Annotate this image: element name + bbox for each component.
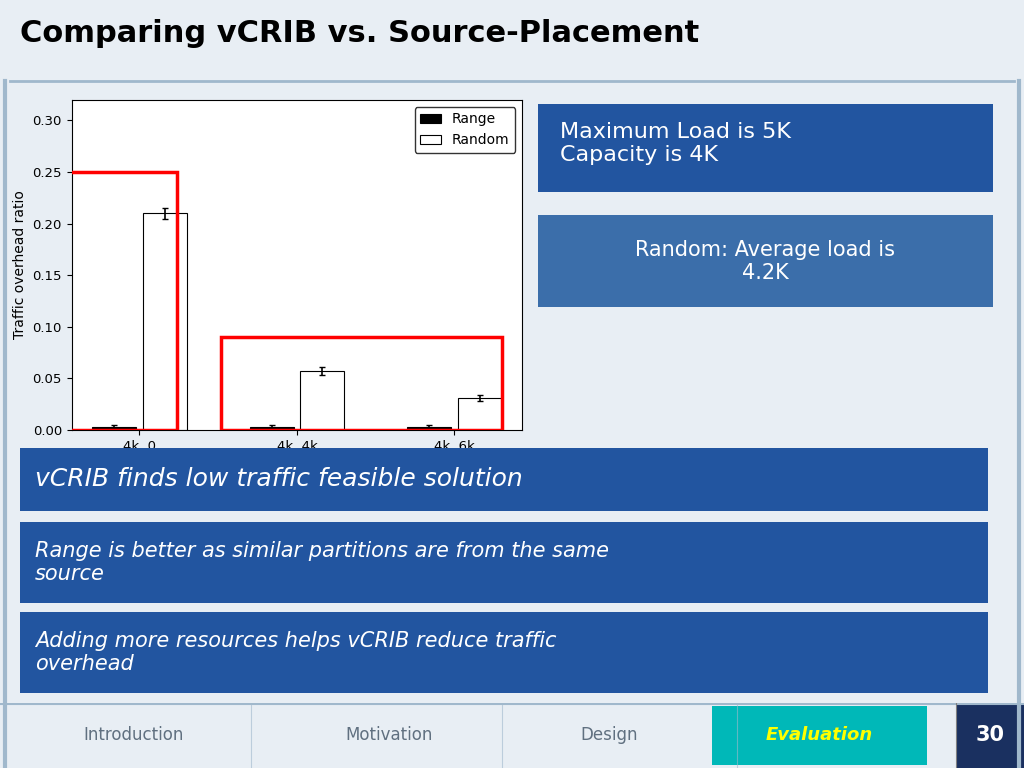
Y-axis label: Traffic overhead ratio: Traffic overhead ratio <box>13 190 27 339</box>
Text: Random: Average load is
4.2K: Random: Average load is 4.2K <box>636 240 895 283</box>
Bar <box>408 427 452 430</box>
Legend: Range, Random: Range, Random <box>415 107 515 153</box>
Text: Introduction: Introduction <box>83 727 183 744</box>
FancyBboxPatch shape <box>712 706 927 765</box>
FancyBboxPatch shape <box>0 610 1017 695</box>
Text: Range is better as similar partitions are from the same
source: Range is better as similar partitions ar… <box>35 541 609 584</box>
Bar <box>63 172 177 430</box>
FancyBboxPatch shape <box>519 211 1012 311</box>
Text: 30: 30 <box>976 725 1005 746</box>
FancyBboxPatch shape <box>519 100 1012 196</box>
Text: Adding more resources helps vCRIB reduce traffic
overhead: Adding more resources helps vCRIB reduce… <box>35 631 556 674</box>
Text: Evaluation: Evaluation <box>766 727 872 744</box>
Bar <box>458 398 502 430</box>
FancyBboxPatch shape <box>0 520 1017 605</box>
X-axis label: Server memory_Switch memory: Server memory_Switch memory <box>185 458 409 472</box>
Bar <box>142 214 186 430</box>
Bar <box>300 371 344 430</box>
Text: Comparing vCRIB vs. Source-Placement: Comparing vCRIB vs. Source-Placement <box>20 19 699 48</box>
Bar <box>221 337 502 430</box>
FancyBboxPatch shape <box>956 703 1024 768</box>
Text: Design: Design <box>581 727 638 744</box>
Text: Motivation: Motivation <box>345 727 433 744</box>
Bar <box>250 427 294 430</box>
Text: vCRIB finds low traffic feasible solution: vCRIB finds low traffic feasible solutio… <box>35 467 522 492</box>
FancyBboxPatch shape <box>0 446 1017 512</box>
Bar <box>92 427 136 430</box>
Text: Maximum Load is 5K
Capacity is 4K: Maximum Load is 5K Capacity is 4K <box>560 122 792 165</box>
